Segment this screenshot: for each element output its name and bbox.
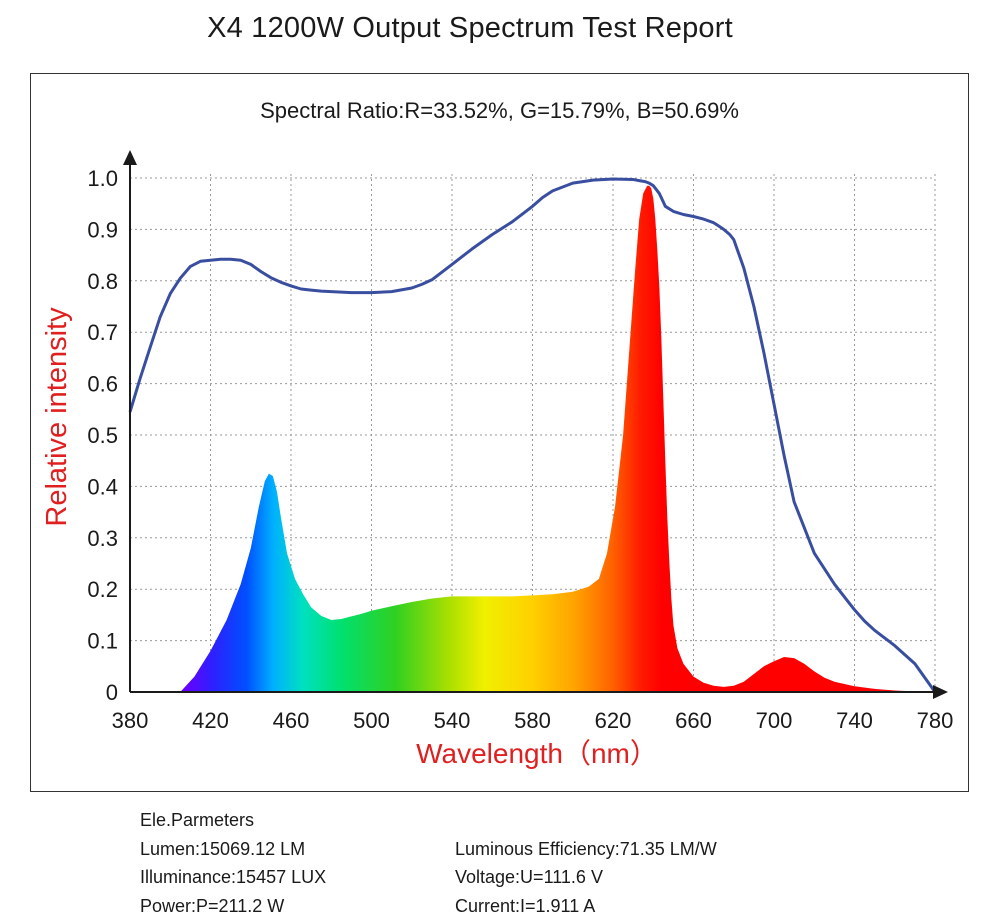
x-axis-label: Wavelength（nm） bbox=[416, 738, 658, 769]
y-tick-label: 0.8 bbox=[87, 269, 118, 294]
y-axis-label: Relative intensity bbox=[41, 307, 73, 527]
y-tick-label: 0.2 bbox=[87, 577, 118, 602]
y-tick-label: 0.9 bbox=[87, 217, 118, 242]
y-tick-label: 0.7 bbox=[87, 320, 118, 345]
x-tick-label: 740 bbox=[836, 708, 873, 733]
spectral-ratio-subtitle: Spectral Ratio:R=33.52%, G=15.79%, B=50.… bbox=[260, 98, 739, 123]
y-tick-label: 0.3 bbox=[87, 526, 118, 551]
spectrum-area bbox=[180, 185, 936, 692]
x-tick-label: 620 bbox=[595, 708, 632, 733]
y-tick-label: 0.1 bbox=[87, 629, 118, 654]
x-tick-label: 540 bbox=[434, 708, 471, 733]
illuminance-value: Illuminance:15457 LUX bbox=[140, 867, 327, 887]
x-tick-label: 380 bbox=[112, 708, 149, 733]
x-axis-arrow-icon bbox=[933, 685, 948, 699]
y-axis-arrow-icon bbox=[123, 150, 137, 165]
y-tick-label: 1.0 bbox=[87, 166, 118, 191]
x-tick-label: 580 bbox=[514, 708, 551, 733]
x-tick-label: 700 bbox=[756, 708, 793, 733]
chart-frame bbox=[30, 73, 969, 792]
y-tick-label: 0.6 bbox=[87, 372, 118, 397]
voltage-value: Voltage:U=111.6 V bbox=[455, 867, 603, 887]
report-title: X4 1200W Output Spectrum Test Report bbox=[207, 12, 733, 44]
electrical-parameters: Ele.Parmeters Lumen:15069.12 LM Luminous… bbox=[140, 806, 717, 920]
lumen-value: Lumen:15069.12 LM bbox=[140, 838, 306, 859]
parameters-header: Ele.Parmeters bbox=[140, 810, 255, 830]
y-tick-label: 0.4 bbox=[87, 474, 118, 499]
x-tick-label: 420 bbox=[192, 708, 229, 733]
x-tick-label: 660 bbox=[675, 708, 712, 733]
y-tick-label: 0 bbox=[106, 680, 118, 705]
response-curve-line bbox=[128, 177, 937, 693]
y-tick-label: 0.5 bbox=[87, 423, 118, 448]
x-tick-label: 780 bbox=[917, 708, 954, 733]
axes bbox=[123, 150, 948, 699]
luminous-efficiency-value: Luminous Efficiency:71.35 LM/W bbox=[455, 838, 717, 859]
current-value: Current:I=1.911 A bbox=[455, 895, 596, 916]
x-tick-label: 460 bbox=[273, 708, 310, 733]
power-value: Power:P=211.2 W bbox=[140, 895, 285, 916]
x-tick-label: 500 bbox=[353, 708, 390, 733]
